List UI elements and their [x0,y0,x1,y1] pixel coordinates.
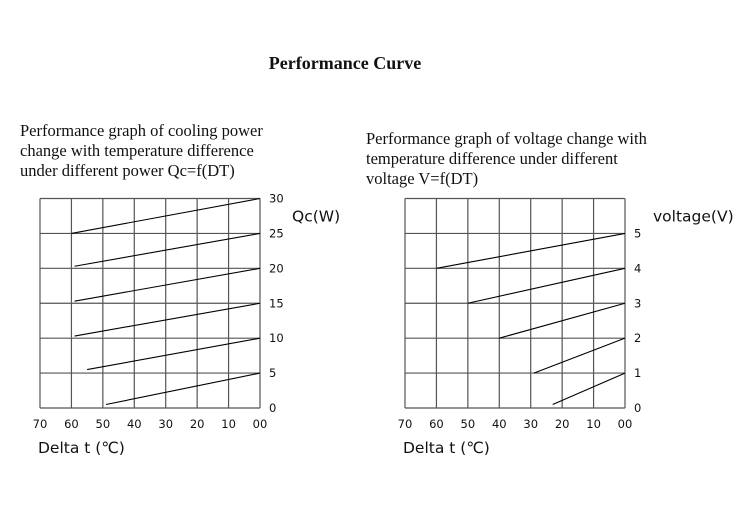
y-tick-label: 2 [634,331,641,345]
series-line-10 [87,337,261,371]
x-tick-label: 50 [461,417,476,431]
x-tick-label: 30 [158,417,173,431]
x-tick-label: 20 [190,417,205,431]
y-tick-label: 1 [634,366,641,380]
page-title: Performance Curve [268,53,422,73]
chart-1-description: Performance graph of cooling power chang… [20,121,263,180]
y-tick-label: 20 [269,261,284,275]
x-tick-label: 10 [221,417,236,431]
y-tick-label: 3 [634,296,641,310]
x-axis-label: Delta t (℃) [38,439,125,457]
y-axis-label: voltage(V) [653,208,734,226]
y-axis-label: Qc(W) [292,208,340,226]
series-line-2 [533,337,626,374]
y-tick-label: 30 [269,192,284,206]
chart-2: 70 60 50 40 30 20 10 000 1 2 3 4 5 Delta t (℃) voltage… [398,197,734,457]
y-tick-label: 25 [269,226,284,240]
series-line-4 [467,267,626,304]
chart-2-description: Performance graph of voltage change with… [366,129,647,188]
y-tick-label: 10 [269,331,284,345]
x-axis-label: Delta t (℃) [403,439,490,457]
series-line-15 [74,302,261,337]
x-tick-label: 60 [64,417,79,431]
x-tick-label: 40 [492,417,507,431]
chart-1: 70 60 50 40 30 20 10 000 5 10 15 20 25 30 Delta t (℃) Q… [33,192,340,458]
x-tick-label: 60 [429,417,444,431]
x-tick-label: 00 [253,417,268,431]
x-tick-label: 30 [523,417,538,431]
series-line-20 [74,267,261,302]
x-tick-label: 70 [398,417,413,431]
x-tick-label: 20 [555,417,570,431]
y-tick-label: 0 [269,401,276,415]
x-tick-label: 10 [586,417,601,431]
y-tick-label: 5 [269,366,276,380]
x-tick-label: 40 [127,417,142,431]
series-line-5 [436,232,626,269]
series-line-30 [71,197,261,234]
x-tick-label: 70 [33,417,48,431]
series-line-1 [552,372,626,406]
x-tick-label: 00 [618,417,633,431]
series-line-5 [105,372,261,406]
y-tick-label: 5 [634,226,641,240]
series-line-3 [499,302,626,339]
y-tick-label: 0 [634,401,641,415]
y-tick-label: 15 [269,296,284,310]
x-tick-label: 50 [96,417,111,431]
y-tick-label: 4 [634,261,641,275]
series-line-25 [74,232,261,267]
